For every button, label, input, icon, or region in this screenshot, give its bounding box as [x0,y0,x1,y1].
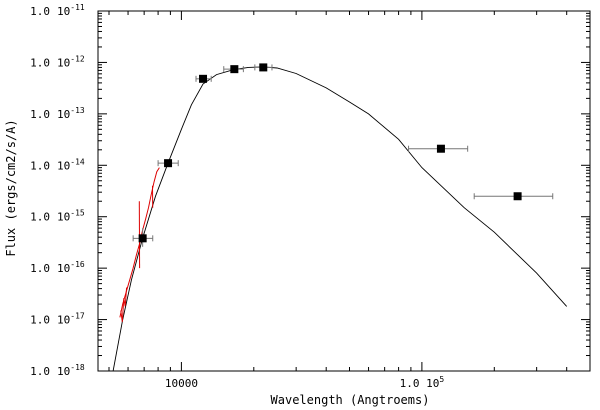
y-tick-label-power: 10-16 [57,260,85,275]
x-tick-label: 1.0 105 [400,375,445,390]
x-axis-label: Wavelength (Angtroems) [271,393,430,407]
data-point [138,234,147,243]
data-point [436,144,445,153]
data-point [164,159,173,168]
y-axis-label: Flux (ergs/cm2/s/A) [4,119,18,256]
data-point [199,74,208,83]
plot-frame [97,10,591,372]
y-tick-label: 1.0 [30,211,50,224]
y-tick-label-power: 10-14 [57,157,85,172]
y-tick-label-power: 10-13 [57,106,85,121]
y-tick-label: 1.0 [30,108,50,121]
y-tick-label-power: 10-18 [57,363,85,378]
data-point [259,63,268,72]
y-tick-label: 1.0 [30,365,50,378]
y-tick-label: 1.0 [30,5,50,18]
data-point [513,192,522,201]
y-tick-label-power: 10-15 [57,209,85,224]
x-tick-label: 10000 [165,377,198,390]
spectrum-line [120,287,128,322]
y-tick-label: 1.0 [30,56,50,69]
y-tick-label-power: 10-17 [57,312,85,327]
y-tick-label: 1.0 [30,314,50,327]
y-tick-label-power: 10-12 [57,54,85,69]
y-tick-label-power: 10-11 [57,3,85,18]
y-tick-label: 1.0 [30,159,50,172]
data-point [230,65,239,74]
y-tick-label: 1.0 [30,262,50,275]
